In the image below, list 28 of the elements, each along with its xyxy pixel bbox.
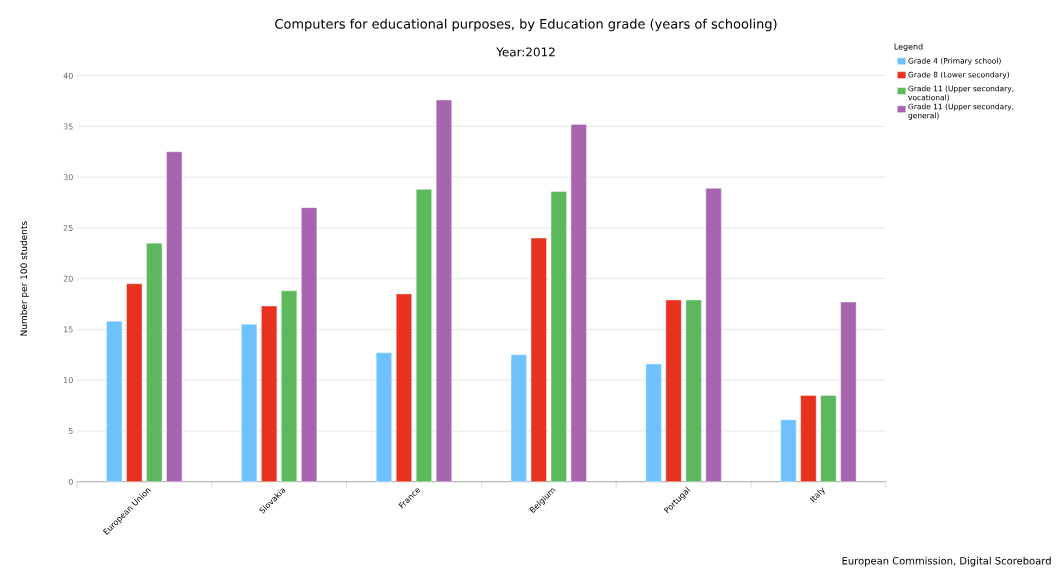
bar	[530, 237, 547, 482]
bar	[106, 321, 123, 482]
bar	[820, 395, 837, 482]
bar	[800, 395, 817, 482]
y-axis-title: Number per 100 students	[20, 221, 29, 336]
bar	[146, 242, 163, 482]
bar	[840, 301, 857, 482]
bar	[510, 354, 527, 482]
bar	[645, 363, 662, 482]
chart-subtitle: Year:2012	[496, 47, 555, 57]
bar	[435, 99, 452, 482]
bar	[685, 299, 702, 482]
bar	[570, 124, 587, 482]
bar	[665, 299, 682, 482]
bar	[126, 283, 143, 482]
bar	[261, 305, 278, 482]
bar	[415, 189, 432, 482]
bar	[376, 352, 392, 482]
bar	[241, 324, 258, 482]
text: European Commission, Digital Scoreboard	[842, 556, 1051, 567]
chart-title: Computers for educational purposes, by Education grade (years of schooling)	[275, 18, 777, 32]
bar	[550, 191, 567, 482]
bar	[705, 188, 722, 482]
bar	[281, 290, 298, 482]
bar	[780, 419, 797, 482]
bar	[166, 151, 183, 482]
bar	[396, 293, 412, 482]
bar	[301, 207, 318, 482]
